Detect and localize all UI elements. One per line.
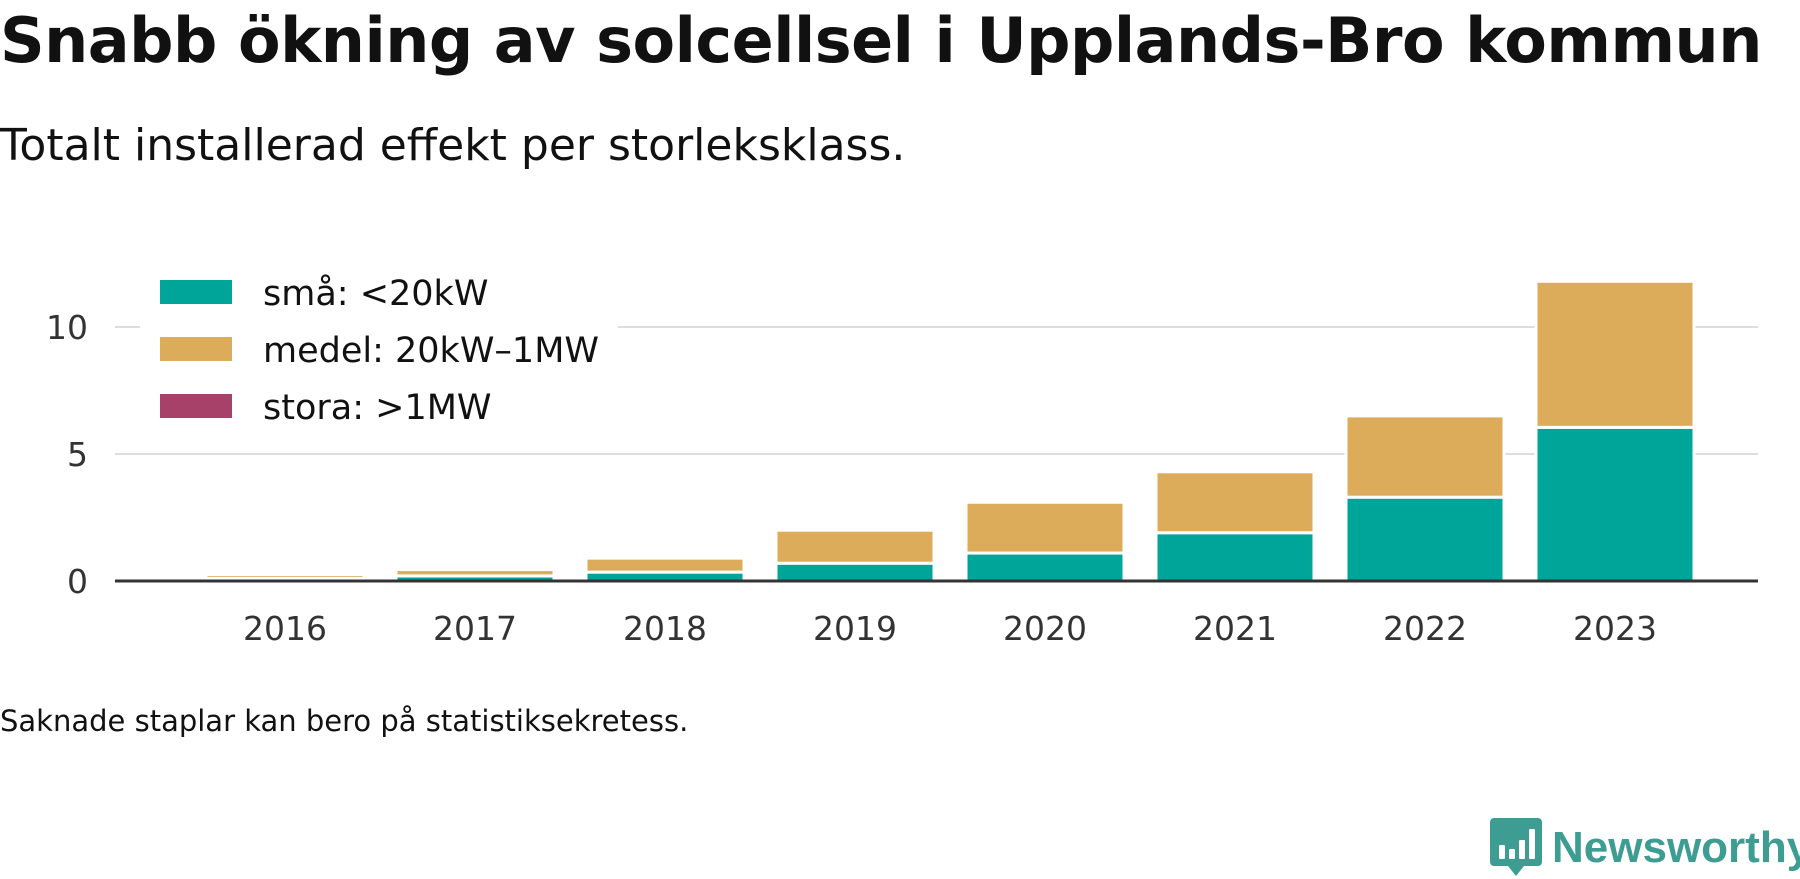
stacked-bar-chart: 0 5 10 2016 2017 2018 2019 2020 2021 2022 2023 sm… <box>46 262 1758 648</box>
x-axis-ticks: 2016 2017 2018 2019 2020 2021 2022 2023 <box>243 609 1657 648</box>
y-tick-label: 10 <box>46 308 88 347</box>
x-tick-label: 2017 <box>433 609 517 648</box>
x-tick-label: 2018 <box>623 609 707 648</box>
legend: små: <20kW medel: 20kW–1MW stora: >1MW <box>140 262 618 442</box>
x-tick-label: 2023 <box>1573 609 1657 648</box>
bar-segment <box>584 556 746 574</box>
bar-segment <box>1344 495 1506 583</box>
x-tick-label: 2020 <box>1003 609 1087 648</box>
legend-swatch <box>160 394 232 418</box>
bar-segment <box>394 568 556 578</box>
bar-segment <box>964 551 1126 583</box>
legend-swatch <box>160 280 232 304</box>
bar-segment <box>1154 531 1316 583</box>
chart-title: Snabb ökning av solcellsel i Upplands-Br… <box>0 4 1762 77</box>
legend-label: stora: >1MW <box>263 388 492 428</box>
bar-segment <box>774 528 936 565</box>
y-tick-label: 0 <box>67 562 88 601</box>
bar-segment <box>1534 425 1696 583</box>
legend-items: små: <20kW medel: 20kW–1MW stora: >1MW <box>160 273 599 428</box>
bar-segment <box>1534 279 1696 429</box>
bar-segment <box>774 561 936 583</box>
y-axis-ticks: 0 5 10 <box>46 308 88 601</box>
legend-label: medel: 20kW–1MW <box>263 331 599 371</box>
bar-segment <box>204 573 366 580</box>
brand-logo: Newsworthy <box>1490 818 1800 878</box>
x-tick-label: 2019 <box>813 609 897 648</box>
bars <box>204 279 1696 583</box>
chart-subtitle: Totalt installerad effekt per storlekskl… <box>0 120 906 171</box>
bar-segment <box>964 500 1126 555</box>
footnote: Saknade staplar kan bero på statistiksek… <box>0 704 689 738</box>
bar-segment <box>1344 414 1506 499</box>
x-tick-label: 2016 <box>243 609 327 648</box>
x-tick-label: 2021 <box>1193 609 1277 648</box>
legend-swatch <box>160 337 232 361</box>
bar-segment <box>1154 470 1316 535</box>
legend-label: små: <20kW <box>263 273 488 314</box>
brand-name: Newsworthy <box>1552 823 1800 872</box>
x-tick-label: 2022 <box>1383 609 1467 648</box>
bar-chart-speech-bubble-icon <box>1490 818 1542 876</box>
y-tick-label: 5 <box>67 435 88 474</box>
